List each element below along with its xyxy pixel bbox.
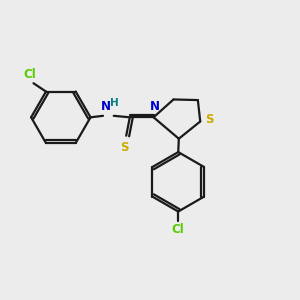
Text: N: N xyxy=(101,100,111,113)
Text: S: S xyxy=(121,141,129,154)
Text: S: S xyxy=(206,113,214,127)
Text: H: H xyxy=(110,98,119,108)
Text: N: N xyxy=(150,100,160,113)
Text: Cl: Cl xyxy=(172,224,184,236)
Text: Cl: Cl xyxy=(23,68,36,81)
